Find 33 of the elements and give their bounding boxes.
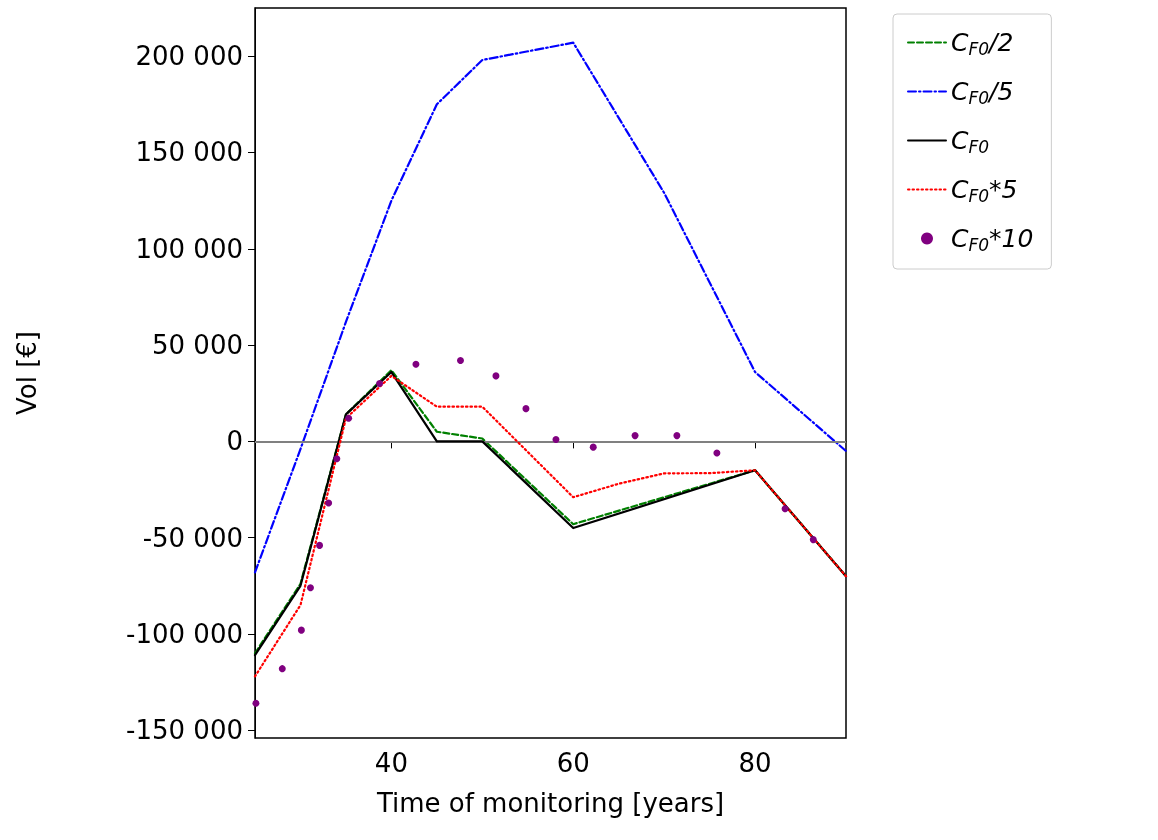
- point: [589, 443, 597, 451]
- point: [376, 380, 384, 388]
- x-tick-label: 40: [374, 748, 408, 778]
- point: [552, 435, 560, 443]
- point: [809, 536, 817, 544]
- y-tick-label: 150 000: [135, 137, 243, 168]
- y-tick-label: -100 000: [126, 618, 243, 649]
- y-tick-label: -150 000: [126, 715, 243, 746]
- y-tick-label: -50 000: [142, 522, 243, 553]
- point: [412, 360, 420, 368]
- point: [522, 405, 530, 413]
- point: [631, 432, 639, 440]
- point: [456, 356, 464, 364]
- point: [316, 541, 324, 549]
- x-tick-label: 60: [556, 748, 590, 778]
- point: [781, 505, 789, 513]
- x-tick-label: 80: [738, 748, 772, 778]
- y-tick-label: 50 000: [152, 330, 243, 361]
- y-tick-label: 0: [226, 426, 243, 457]
- y-axis-title: Vol [€]: [12, 331, 42, 415]
- y-tick-label: 200 000: [135, 41, 243, 72]
- point: [713, 449, 721, 457]
- point: [297, 626, 305, 634]
- point: [333, 455, 341, 463]
- point: [252, 699, 260, 707]
- x-axis-title: Time of monitoring [years]: [375, 788, 725, 818]
- point: [306, 584, 314, 592]
- point: [278, 665, 286, 673]
- point: [673, 432, 681, 440]
- point: [325, 499, 333, 507]
- line-series: [253, 41, 848, 574]
- y-tick-label: 100 000: [135, 233, 243, 264]
- point: [345, 414, 353, 422]
